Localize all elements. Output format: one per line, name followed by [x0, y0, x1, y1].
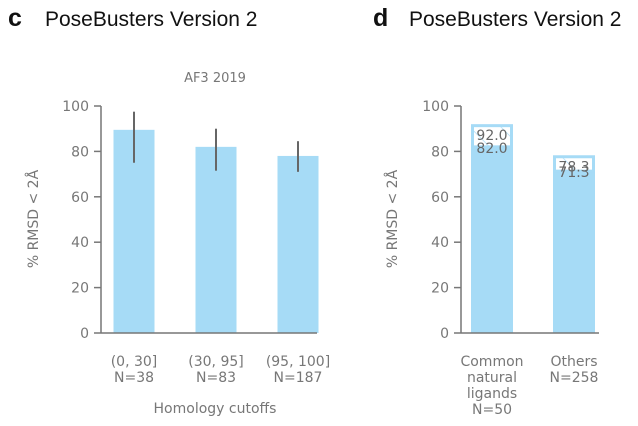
- y-tick-label-100: 100: [422, 99, 449, 115]
- y-tick-label-20: 20: [431, 281, 449, 297]
- y-tick-label-80: 80: [71, 144, 89, 160]
- bar-2: [277, 155, 319, 333]
- category-label-0-2: ligands: [467, 386, 517, 402]
- category-label-1-1: N=258: [550, 370, 599, 386]
- upper-value-label-1: 78.3: [558, 159, 589, 175]
- value-label-0: 82.0: [476, 141, 507, 157]
- y-tick-label-40: 40: [431, 235, 449, 251]
- upper-value-label-0: 92.0: [476, 128, 507, 144]
- bar-upper-hatch-0: [471, 124, 513, 149]
- category-label-0-1: natural: [467, 370, 517, 386]
- bar-0: [471, 146, 513, 333]
- bar-upper-hatch-1: [553, 155, 595, 173]
- category-label-1-0: (30, 95]: [188, 354, 243, 370]
- value-label-1: 71.3: [558, 165, 589, 181]
- chart-c-subtitle: AF3 2019: [184, 71, 246, 86]
- chart-d: % RMSD < 2Å 0 20 40 60 80 100 92.082.0 Commonna…: [384, 99, 599, 418]
- chart-d-y-axis-label: % RMSD < 2Å: [384, 169, 401, 268]
- panel-d-title: PoseBusters Version 2: [409, 8, 621, 31]
- category-label-0-1: N=38: [114, 370, 154, 386]
- chart-c: AF3 2019 % RMSD < 2Å Homology cutoffs 0 2…: [25, 71, 330, 417]
- chart-c-x-axis-label: Homology cutoffs: [154, 401, 277, 417]
- y-tick-label-60: 60: [71, 190, 89, 206]
- category-label-0-0: Common: [460, 354, 523, 370]
- category-label-1-1: N=83: [196, 370, 236, 386]
- panel-c-title: PoseBusters Version 2: [45, 8, 257, 31]
- category-label-2-1: N=187: [274, 370, 323, 386]
- bar-0: [113, 129, 155, 333]
- y-tick-label-0: 0: [440, 326, 449, 342]
- y-tick-label-20: 20: [71, 281, 89, 297]
- category-label-0-0: (0, 30]: [111, 354, 158, 370]
- panel-c-letter: c: [8, 4, 22, 32]
- panel-d-letter: d: [373, 4, 388, 32]
- y-tick-label-100: 100: [62, 99, 89, 115]
- category-label-1-0: Others: [550, 354, 597, 370]
- y-tick-label-80: 80: [431, 144, 449, 160]
- bar-1: [553, 171, 595, 333]
- y-tick-label-60: 60: [431, 190, 449, 206]
- chart-c-y-axis-label: % RMSD < 2Å: [25, 169, 42, 268]
- bar-1: [195, 146, 237, 333]
- y-tick-label-40: 40: [71, 235, 89, 251]
- category-label-0-3: N=50: [472, 402, 512, 418]
- y-tick-label-0: 0: [80, 326, 89, 342]
- category-label-2-0: (95, 100]: [266, 354, 330, 370]
